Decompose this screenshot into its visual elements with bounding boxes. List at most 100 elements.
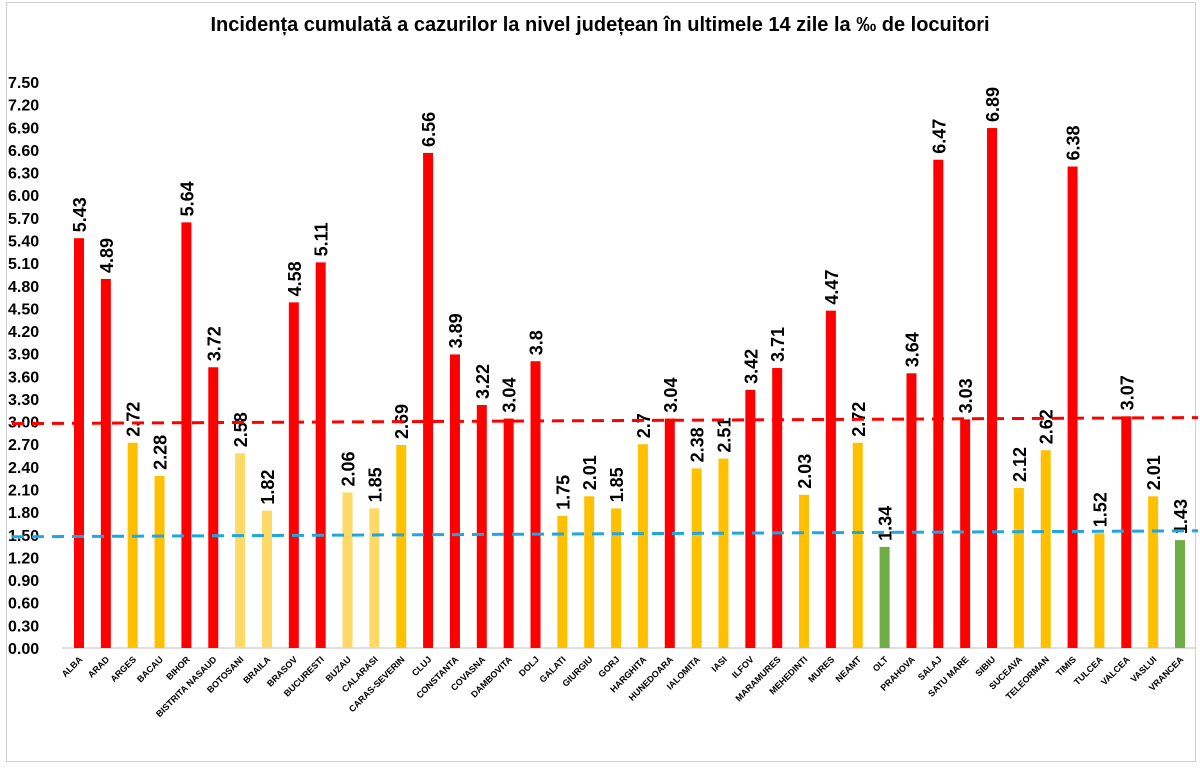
bar-calarasi (369, 508, 380, 648)
y-tick-label: 7.20 (8, 98, 39, 115)
data-label: 2.72 (124, 402, 144, 437)
y-tick-label: 4.80 (8, 279, 39, 296)
bar-ilfov (745, 389, 756, 648)
data-label: 5.64 (177, 181, 197, 216)
bar-cluj (423, 152, 434, 648)
y-tick-label: 0.90 (8, 573, 39, 590)
data-label: 3.07 (1117, 375, 1137, 410)
y-tick-label: 3.90 (8, 347, 39, 364)
bar-brasov (288, 302, 299, 648)
data-label: 6.89 (983, 87, 1003, 122)
data-label: 1.52 (1090, 492, 1110, 527)
y-tick-label: 4.20 (8, 324, 39, 341)
bar-buzau (342, 492, 353, 648)
data-label: 4.89 (97, 238, 117, 273)
x-tick-label: OLT (871, 654, 891, 674)
data-label: 2.06 (339, 451, 359, 486)
y-tick-label: 6.30 (8, 166, 39, 183)
y-tick-label: 3.30 (8, 392, 39, 409)
data-label: 3.72 (204, 326, 224, 361)
data-label: 1.34 (876, 506, 896, 541)
x-tick-label: DOLJ (517, 654, 541, 678)
chart-frame (6, 2, 1196, 762)
bar-giurgiu (584, 496, 595, 648)
bar-vaslui (1148, 496, 1159, 648)
data-label: 2.62 (1037, 409, 1057, 444)
bar-suceava (1013, 488, 1024, 648)
threshold-line-3 (11, 416, 1199, 426)
data-label: 2.7 (634, 413, 654, 438)
x-tick-label: ILFOV (730, 654, 756, 680)
data-label: 3.8 (527, 330, 547, 355)
bar-neamt (852, 442, 863, 648)
y-tick-label: 2.10 (8, 483, 39, 500)
x-tick-label: ARGES (108, 654, 138, 684)
x-tick-label: TIMIS (1054, 654, 1078, 678)
data-label: 1.82 (258, 470, 278, 505)
data-label: 3.22 (473, 364, 493, 399)
data-label: 2.28 (151, 435, 171, 470)
data-label: 1.85 (607, 467, 627, 502)
data-label: 3.42 (741, 349, 761, 384)
bar-salaj (933, 159, 944, 649)
y-tick-label: 2.40 (8, 460, 39, 477)
bar-prahova (906, 373, 917, 648)
bar-bucuresti (315, 262, 326, 648)
bar-timis (1067, 166, 1078, 649)
bar-valcea (1121, 416, 1132, 648)
y-tick-label: 6.60 (8, 143, 39, 160)
x-tick-label: ARAD (86, 654, 112, 680)
bar-ialomita (691, 468, 702, 648)
x-tick-label: ALBA (60, 654, 85, 679)
bar-olt (879, 546, 890, 648)
chart-title: Incidența cumulată a cazurilor la nivel … (210, 14, 990, 36)
y-tick-label: 3.60 (8, 369, 39, 386)
threshold-line-1-5 (11, 529, 1199, 539)
bar-caras-severin (396, 444, 407, 648)
x-tick-label: BACAU (135, 654, 165, 684)
y-tick-label: 4.50 (8, 301, 39, 318)
data-label: 3.03 (956, 378, 976, 413)
bar-galati (557, 515, 568, 648)
data-label: 2.12 (1010, 447, 1030, 482)
data-label: 6.56 (419, 112, 439, 147)
data-label: 2.03 (795, 454, 815, 489)
bar-gorj (611, 508, 622, 648)
x-tick-label: GORJ (596, 654, 621, 679)
x-tick-label: IASI (709, 654, 728, 673)
bar-alba (74, 238, 84, 648)
bar-harghita (637, 444, 648, 648)
data-label: 3.04 (661, 378, 681, 413)
data-label: 3.04 (500, 378, 520, 413)
data-label: 2.01 (1144, 455, 1164, 490)
y-tick-label: 0.00 (8, 641, 39, 658)
bar-dolj (530, 361, 541, 648)
data-label: 3.64 (902, 332, 922, 367)
data-label: 4.47 (822, 270, 842, 305)
data-label: 2.51 (714, 418, 734, 453)
data-label: 3.89 (446, 313, 466, 348)
data-label: 2.01 (580, 455, 600, 490)
bar-sibiu (987, 128, 998, 648)
data-label: 4.58 (285, 261, 305, 296)
bar-dambovita (503, 418, 514, 648)
bar-maramures (772, 368, 783, 648)
bar-botosani (235, 453, 246, 648)
bar-arad (100, 278, 111, 648)
bar-iasi (718, 458, 729, 648)
data-label: 5.11 (312, 222, 332, 256)
bar-braila (261, 510, 272, 648)
y-tick-label: 5.10 (8, 256, 39, 273)
data-label: 2.58 (231, 412, 251, 447)
y-tick-label: 1.80 (8, 505, 39, 522)
y-tick-label: 0.30 (8, 618, 39, 635)
x-tick-label: MURES (806, 654, 836, 684)
y-tick-label: 0.60 (8, 596, 39, 613)
y-tick-label: 2.70 (8, 437, 39, 454)
bar-hunedoara (664, 418, 675, 648)
bar-bacau (154, 475, 165, 648)
x-tick-label: VALCEA (1099, 654, 1132, 687)
bar-constanta (449, 354, 460, 648)
